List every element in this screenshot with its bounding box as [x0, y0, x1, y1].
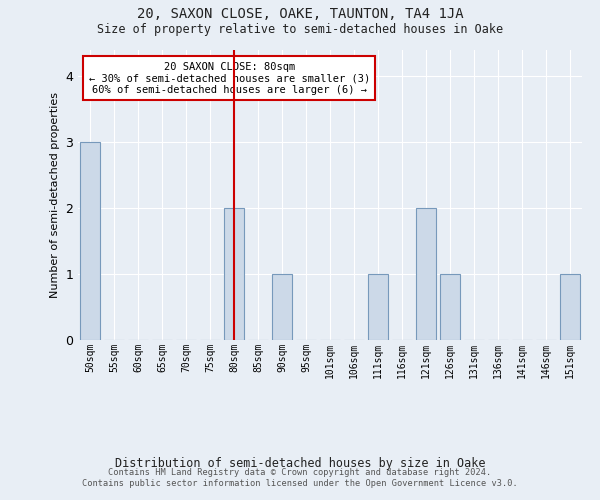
- Bar: [224, 208, 244, 340]
- Text: Distribution of semi-detached houses by size in Oake: Distribution of semi-detached houses by …: [115, 458, 485, 470]
- Bar: [80, 142, 100, 340]
- Text: Size of property relative to semi-detached houses in Oake: Size of property relative to semi-detach…: [97, 22, 503, 36]
- Bar: [272, 274, 292, 340]
- Bar: [368, 274, 388, 340]
- Bar: [416, 208, 436, 340]
- Y-axis label: Number of semi-detached properties: Number of semi-detached properties: [50, 92, 59, 298]
- Text: Contains HM Land Registry data © Crown copyright and database right 2024.
Contai: Contains HM Land Registry data © Crown c…: [82, 468, 518, 487]
- Text: 20, SAXON CLOSE, OAKE, TAUNTON, TA4 1JA: 20, SAXON CLOSE, OAKE, TAUNTON, TA4 1JA: [137, 8, 463, 22]
- Text: 20 SAXON CLOSE: 80sqm
← 30% of semi-detached houses are smaller (3)
60% of semi-: 20 SAXON CLOSE: 80sqm ← 30% of semi-deta…: [89, 62, 370, 95]
- Bar: [440, 274, 460, 340]
- Bar: [560, 274, 580, 340]
